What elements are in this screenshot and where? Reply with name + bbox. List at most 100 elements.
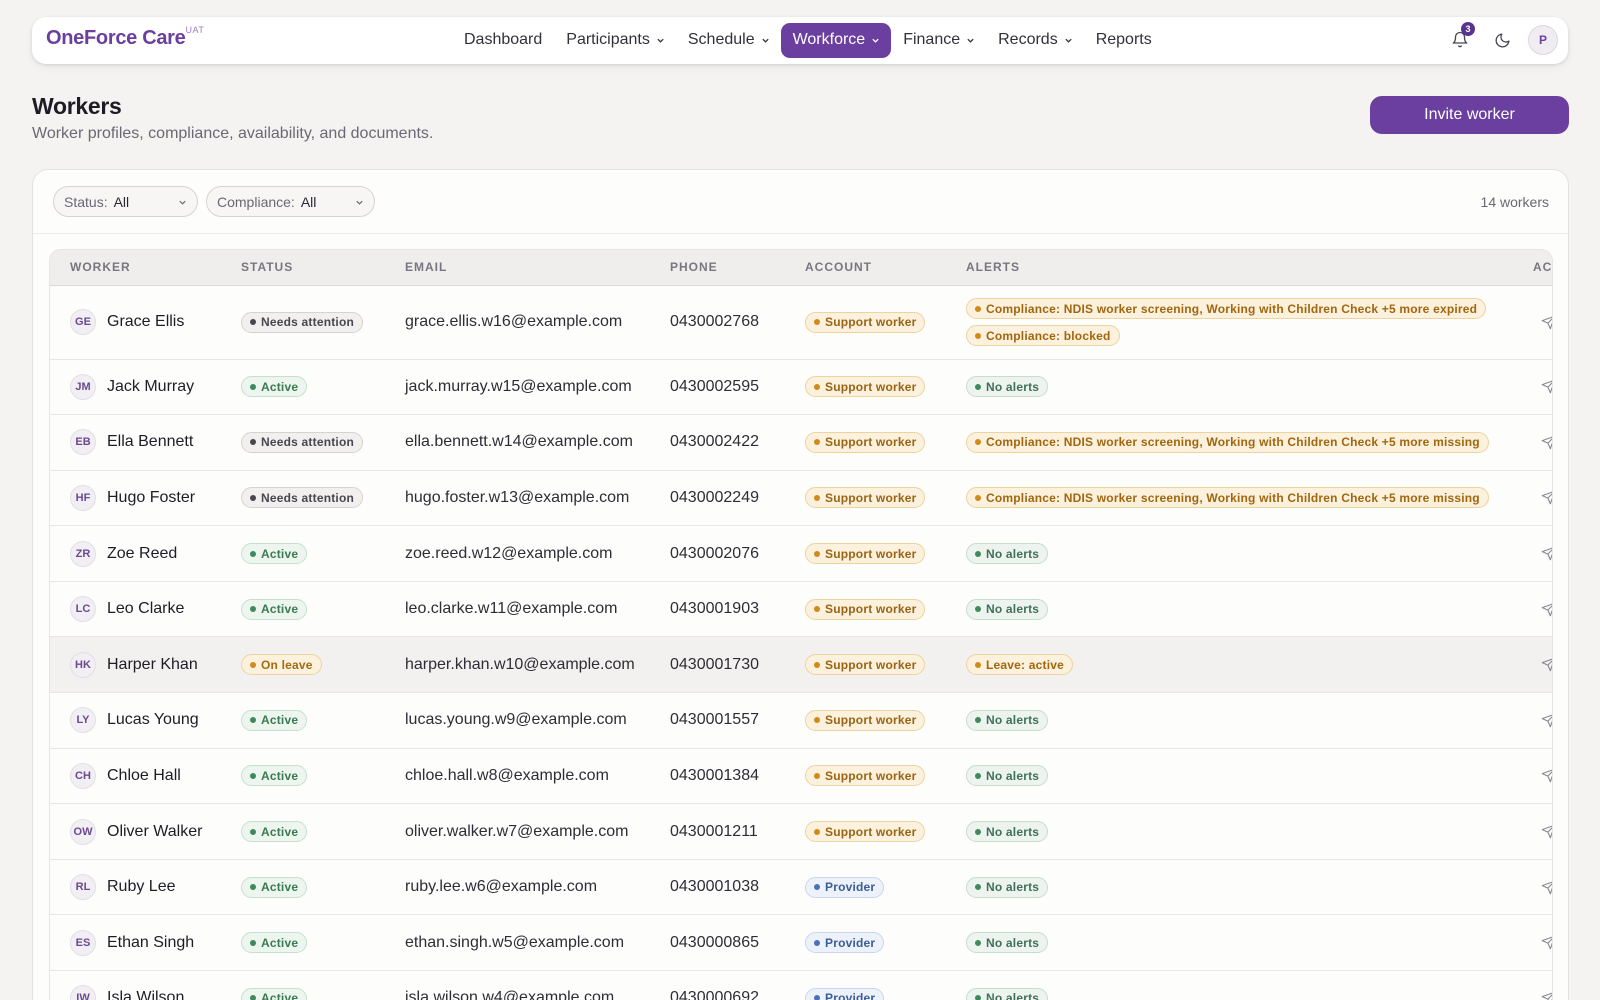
nav-item-finance[interactable]: Finance [891,23,986,58]
account-badge: Support worker [805,654,926,676]
table-row[interactable]: ES Ethan Singh Active ethan.singh.w5@exampl… [50,914,1552,972]
send-invite-button[interactable] [1533,379,1552,394]
worker-name[interactable]: Harper Khan [107,655,198,673]
account-badge-label: Provider [825,991,876,1000]
worker-name[interactable]: Ethan Singh [107,933,195,951]
workers-table-container[interactable]: Worker Status Email Phone Account Alerts Act G… [49,249,1553,1000]
worker-name[interactable]: Ella Bennett [107,433,194,451]
send-invite-button[interactable] [1533,824,1552,839]
alert-badge: Compliance: NDIS worker screening, Worki… [966,298,1487,319]
worker-name[interactable]: Hugo Foster [107,488,196,506]
column-header-alerts[interactable]: Alerts [966,250,1533,286]
send-invite-button[interactable] [1533,880,1552,895]
alerts-cell: No alerts [966,859,1533,916]
worker-name[interactable]: Isla Wilson [107,989,185,1000]
table-row[interactable]: GE Grace Ellis Needs attention grace.ellis.… [50,285,1552,360]
table-row[interactable]: HF Hugo Foster Needs attention hugo.foster.… [50,470,1552,527]
send-invite-button[interactable] [1533,546,1552,561]
worker-name[interactable]: Grace Ellis [107,313,185,330]
invite-worker-button[interactable]: Invite worker [1370,96,1569,134]
actions-cell [1533,414,1552,471]
worker-name[interactable]: Zoe Reed [107,544,178,562]
worker-info: LC Leo Clarke [70,596,241,623]
status-dot [250,772,256,779]
worker-name[interactable]: Oliver Walker [107,822,203,840]
status-badge: Active [241,765,308,787]
account-cell: Support worker [805,748,966,805]
table-row[interactable]: HK Harper Khan On leave harper.khan.w10@exa… [50,636,1552,694]
compliance-filter[interactable]: Compliance: All [206,186,375,217]
nav-item-dashboard[interactable]: Dashboard [452,23,554,58]
worker-name[interactable]: Leo Clarke [107,600,185,618]
nav-item-records[interactable]: Records [986,23,1084,58]
status-dot [250,717,256,724]
alert-badge-label: No alerts [986,991,1040,1000]
nav-item-reports[interactable]: Reports [1084,23,1164,58]
worker-name[interactable]: Ruby Lee [107,878,176,896]
nav-item-label: Finance [903,31,961,48]
alert-list: No alerts [966,932,1533,954]
send-invite-button[interactable] [1533,602,1552,617]
column-header-act[interactable]: Act [1533,250,1553,286]
column-header-phone[interactable]: Phone [670,250,805,286]
worker-cell: EB Ella Bennett [50,414,241,471]
alert-dot [975,439,981,446]
table-row[interactable]: ZR Zoe Reed Active zoe.reed.w12@example.com… [50,525,1552,582]
column-header-account[interactable]: Account [805,250,966,286]
column-header-label: Act [1533,260,1553,275]
column-header-status[interactable]: Status [241,250,405,286]
table-row[interactable]: RL Ruby Lee Active ruby.lee.w6@example.com 0… [50,859,1552,916]
table-row[interactable]: OW Oliver Walker Active oliver.walker.w7@ex… [50,803,1552,860]
send-invite-button[interactable] [1533,657,1552,672]
account-dot [814,383,820,390]
brand-logo[interactable]: OneForce Care UAT [46,25,204,50]
send-invite-button[interactable] [1533,768,1552,783]
nav-item-participants[interactable]: Participants [554,23,676,58]
status-badge-label: On leave [261,657,313,672]
alert-badge-label: Compliance: NDIS worker screening, Worki… [986,435,1480,450]
send-icon [1541,436,1552,450]
user-avatar[interactable]: P [1528,25,1558,55]
worker-name[interactable]: Chloe Hall [107,766,181,784]
account-badge: Support worker [805,543,926,565]
send-invite-button[interactable] [1533,435,1552,450]
column-header-worker[interactable]: Worker [50,250,241,286]
actions-cell [1533,692,1552,749]
send-invite-button[interactable] [1533,935,1552,950]
table-row[interactable]: LC Leo Clarke Active leo.clarke.w11@example… [50,581,1552,638]
status-filter[interactable]: Status: All [53,186,198,217]
worker-phone: 0430001557 [670,711,759,729]
account-badge-label: Support worker [825,824,917,839]
status-badge-label: Needs attention [261,435,355,450]
nav-item-schedule[interactable]: Schedule [676,23,781,58]
worker-name[interactable]: Lucas Young [107,711,199,729]
worker-info: IW Isla Wilson [70,985,241,1000]
account-cell: Provider [805,859,966,916]
theme-toggle-button[interactable] [1486,24,1518,56]
nav-item-workforce[interactable]: Workforce [780,22,892,58]
actions-cell [1533,581,1552,638]
account-badge: Support worker [805,709,926,731]
worker-email: ruby.lee.w6@example.com [405,878,598,896]
table-row[interactable]: IW Isla Wilson Active isla.wilson.w4@exampl… [50,970,1552,1000]
status-badge-label: Active [261,768,299,783]
table-row[interactable]: LY Lucas Young Active lucas.young.w9@exampl… [50,692,1552,749]
send-invite-button[interactable] [1533,713,1552,728]
worker-name[interactable]: Jack Murray [107,377,195,395]
column-header-email[interactable]: Email [405,250,670,286]
alert-dot [975,550,981,557]
email-cell: oliver.walker.w7@example.com [405,803,670,860]
status-dot [250,550,256,557]
alert-badge: No alerts [966,987,1049,1000]
notifications-button[interactable]: 3 [1444,22,1476,56]
table-row[interactable]: CH Chloe Hall Active chloe.hall.w8@example.… [50,748,1552,805]
table-row[interactable]: JM Jack Murray Active jack.murray.w15@examp… [50,359,1552,416]
send-invite-button[interactable] [1533,490,1552,505]
account-cell: Support worker [805,525,966,582]
table-row[interactable]: EB Ella Bennett Needs attention ella.bennet… [50,414,1552,471]
send-invite-button[interactable] [1533,315,1552,330]
send-invite-button[interactable] [1533,991,1552,1000]
send-icon [1541,492,1552,505]
worker-email: lucas.young.w9@example.com [405,711,627,729]
alert-dot [975,494,981,501]
